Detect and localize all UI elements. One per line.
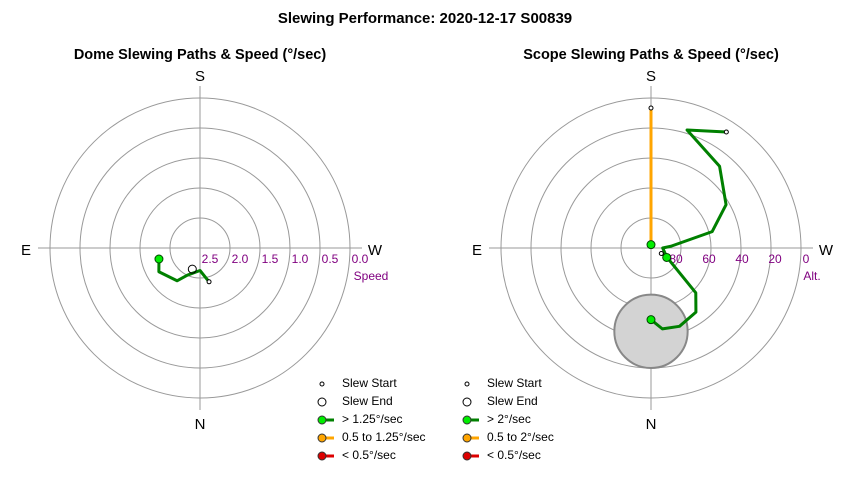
scope-compass-w: W (819, 242, 834, 259)
slew-path (650, 128, 728, 331)
slew-path (157, 258, 211, 283)
scope-compass-e: E (472, 242, 482, 259)
dome-compass: S E W N (21, 68, 383, 433)
legend-symbol-end (462, 397, 472, 407)
dome-legend-label: > 1.25°/sec (342, 412, 403, 426)
dome-chart-title: Dome Slewing Paths & Speed (°/sec) (74, 47, 327, 63)
scope-paths (646, 105, 729, 331)
scope-tick-label: 20 (768, 252, 782, 266)
scope-tick-label: 60 (702, 252, 716, 266)
dome-tick-label: 0.0 (352, 252, 369, 266)
dome-tick-label: 0.5 (322, 252, 339, 266)
dome-compass-e: E (21, 242, 31, 259)
dome-axes (38, 86, 362, 410)
legend-symbol-dot (462, 451, 472, 461)
scope-legend-label: 0.5 to 2°/sec (487, 430, 554, 444)
scope-tick-label: 0 (803, 252, 810, 266)
legend-symbol-end (317, 397, 327, 407)
scope-compass-n: N (646, 416, 657, 433)
legend-symbol-dot (317, 451, 327, 461)
slew-end-marker (646, 315, 656, 325)
dome-tick-labels: 2.5 2.0 1.5 1.0 0.5 0.0 Speed (202, 252, 389, 283)
scope-radial-axis-label: Alt. (803, 269, 820, 283)
dome-legend-label: < 0.5°/sec (342, 448, 396, 462)
dome-panel: Dome Slewing Paths & Speed (°/sec) S E W… (21, 47, 426, 462)
scope-tick-label: 40 (735, 252, 749, 266)
scope-compass-s: S (646, 68, 656, 85)
exclusion-zone (613, 293, 689, 370)
scope-compass: S E W N (472, 68, 834, 433)
slew-start-marker (723, 129, 729, 135)
slew-start-marker (206, 279, 212, 285)
slew-start-marker (648, 105, 654, 111)
scope-legend-label: < 0.5°/sec (487, 448, 541, 462)
dome-legend-label: Slew End (342, 394, 393, 408)
scope-chart-title: Scope Slewing Paths & Speed (°/sec) (523, 47, 779, 63)
legend-symbol-dot (462, 433, 472, 443)
dome-paths (154, 254, 212, 285)
figure-title: Slewing Performance: 2020-12-17 S00839 (278, 10, 572, 27)
legend-symbol-dot (462, 415, 472, 425)
dome-legend-label: Slew Start (342, 376, 397, 390)
dome-compass-w: W (368, 242, 383, 259)
dome-tick-label: 2.0 (232, 252, 249, 266)
legend-symbol-start (464, 381, 470, 387)
slew-end-marker (646, 240, 656, 250)
legend-symbol-dot (317, 433, 327, 443)
legend-symbol-dot (317, 415, 327, 425)
legend-symbol-start (319, 381, 325, 387)
dome-compass-s: S (195, 68, 205, 85)
dome-compass-n: N (195, 416, 206, 433)
scope-legend-label: Slew Start (487, 376, 542, 390)
scope-legend: Slew Start Slew End > 2°/sec 0.5 to 2°/s… (462, 376, 554, 462)
slew-end-marker (662, 252, 672, 262)
dome-tick-label: 2.5 (202, 252, 219, 266)
dome-tick-label: 1.5 (262, 252, 279, 266)
dome-radial-axis-label: Speed (354, 269, 389, 283)
dome-tick-label: 1.0 (292, 252, 309, 266)
scope-legend-label: Slew End (487, 394, 538, 408)
slew-end-marker (154, 254, 164, 264)
scope-exclusion (613, 293, 689, 370)
dome-legend-label: 0.5 to 1.25°/sec (342, 430, 426, 444)
scope-legend-label: > 2°/sec (487, 412, 531, 426)
slew-start-marker (658, 250, 664, 256)
dome-legend: Slew Start Slew End > 1.25°/sec 0.5 to 1… (317, 376, 426, 462)
scope-panel: Scope Slewing Paths & Speed (°/sec) S E … (462, 47, 834, 462)
slew-end-marker (187, 264, 197, 274)
